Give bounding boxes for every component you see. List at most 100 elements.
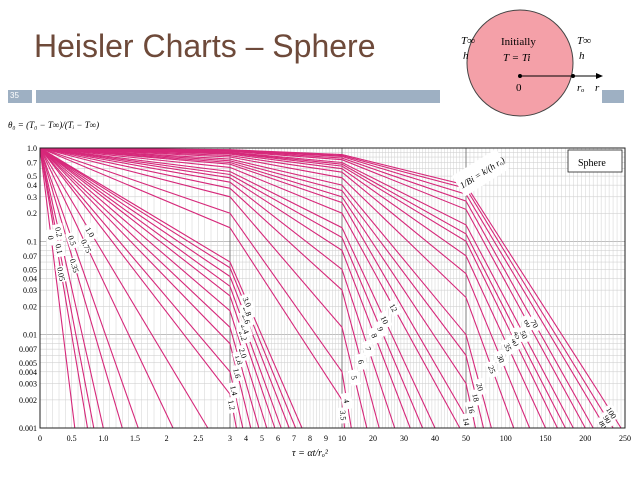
curve-label: 45 (511, 330, 523, 341)
x-tick-label: 200 (579, 434, 591, 443)
curve-label-bg (227, 381, 241, 400)
curve-label-group: 1.2 (225, 396, 239, 414)
x-axis-label: τ = αt/rₒ² (292, 448, 329, 459)
curve-label: 3.5 (338, 410, 348, 421)
inset-tinf-right: T∞ (577, 35, 591, 47)
y-tick-label: 0.003 (19, 379, 37, 388)
sphere-circle (466, 9, 574, 117)
x-tick-label: 6 (276, 434, 280, 443)
y-tick-label: 0.001 (19, 424, 37, 433)
x-tick-label: 20 (369, 434, 377, 443)
curve-label-bg (507, 332, 524, 352)
curve-label: 40 (509, 337, 521, 348)
x-tick-label: 100 (500, 434, 512, 443)
surface-dot (571, 74, 575, 78)
curve-label-group: 30 (493, 349, 509, 368)
curve-label-group: 7 (361, 339, 376, 358)
x-tick-label: 2.5 (193, 434, 203, 443)
curve-label-bg (354, 352, 369, 371)
curve-label-group: 10 (376, 310, 393, 330)
curve-label: 0.1 (54, 243, 65, 255)
curve-label-bg (372, 319, 389, 339)
center-dot (518, 74, 522, 78)
curve-label: 1.6 (231, 367, 242, 379)
x-tick-label: 0 (38, 434, 42, 443)
curve-label-bg (385, 298, 403, 318)
x-tick-label: 40 (431, 434, 439, 443)
curve-2.8 (39, 147, 297, 429)
curve-1.4 (39, 147, 244, 429)
curve-10 (39, 147, 436, 429)
y-tick-label: 0.02 (23, 303, 37, 312)
curve-label-group: 8 (367, 326, 383, 345)
curve-label-group: 1.4 (227, 381, 241, 400)
curve-0.35 (39, 147, 123, 429)
curve-label-bg (376, 310, 393, 330)
param-label-bg (452, 148, 509, 197)
title-rule-end (602, 90, 624, 103)
y-tick-label: 0.002 (19, 396, 37, 405)
inset-t-eq: T = Ti (503, 52, 530, 64)
curve-label-bg (67, 256, 82, 275)
curve-label-group: 90 (599, 409, 617, 429)
curve-label-group: 5 (347, 368, 362, 387)
curve-label-group: 0.5 (65, 231, 80, 250)
curve-label-bg (239, 292, 256, 312)
curve-label: 16 (466, 405, 476, 415)
curve-label: 1.0 (83, 226, 96, 239)
x-tick-label: 4 (244, 434, 248, 443)
x-tick-label: 50 (462, 434, 470, 443)
x-tick-label: 5 (260, 434, 264, 443)
curve-label-bg (81, 222, 99, 242)
curve-3.0 (39, 147, 303, 429)
curve-label-bg (493, 349, 509, 368)
curve-label-group: 40 (507, 332, 524, 352)
curve-label: 1.2 (226, 399, 237, 410)
curve-label: 0.05 (55, 266, 66, 281)
curve-label: 80 (597, 419, 609, 430)
sphere-label-box (567, 149, 623, 173)
curve-50 (39, 147, 574, 429)
curve-label-bg (500, 337, 516, 357)
slide-number: 35 (10, 91, 19, 100)
chart-curves (39, 147, 622, 429)
curve-100 (39, 147, 622, 429)
curve-label-bg (230, 364, 245, 383)
curve-35 (39, 147, 546, 429)
curve-1.0 (39, 147, 209, 429)
curve-2.6 (39, 147, 290, 429)
x-tick-label: 3 (228, 434, 232, 443)
curve-label-group: 0.35 (67, 256, 82, 275)
radius-arrowhead (596, 73, 603, 79)
curve-label: 6 (356, 359, 366, 365)
curve-label: 20 (474, 382, 485, 392)
x-tick-label: 2 (165, 434, 169, 443)
param-label-group: 1/Bi = k/(h rₒ) (452, 148, 509, 197)
curve-0.1 (39, 147, 95, 429)
chart-title: Sphere (578, 158, 606, 169)
curve-label-group: 6 (354, 352, 369, 371)
curve-0.5 (39, 147, 139, 429)
curve-label-bg (347, 368, 362, 387)
curve-label-group: 1.0 (81, 222, 99, 242)
curve-label: 2.0 (237, 347, 249, 359)
y-tick-label: 0.5 (27, 172, 37, 181)
curve-90 (39, 147, 614, 429)
curve-1.6 (39, 147, 252, 429)
curve-label-bg (595, 415, 612, 434)
curve-label: 0.2 (53, 226, 64, 238)
inset-initially: Initially (501, 36, 536, 48)
curve-label: 10 (379, 314, 391, 325)
x-tick-label: 0.5 (67, 434, 77, 443)
curve-label-bg (337, 406, 350, 424)
curve-20 (39, 147, 492, 429)
curve-60 (39, 147, 586, 429)
curve-label-bg (236, 343, 251, 363)
inset-h-right: h (579, 50, 585, 62)
curve-label: 14 (461, 417, 471, 426)
curve-label-bg (52, 223, 66, 241)
curve-label: 12 (387, 302, 399, 313)
inset-origin: 0 (516, 82, 522, 94)
x-tick-label: 150 (540, 434, 552, 443)
curve-18 (39, 147, 485, 429)
